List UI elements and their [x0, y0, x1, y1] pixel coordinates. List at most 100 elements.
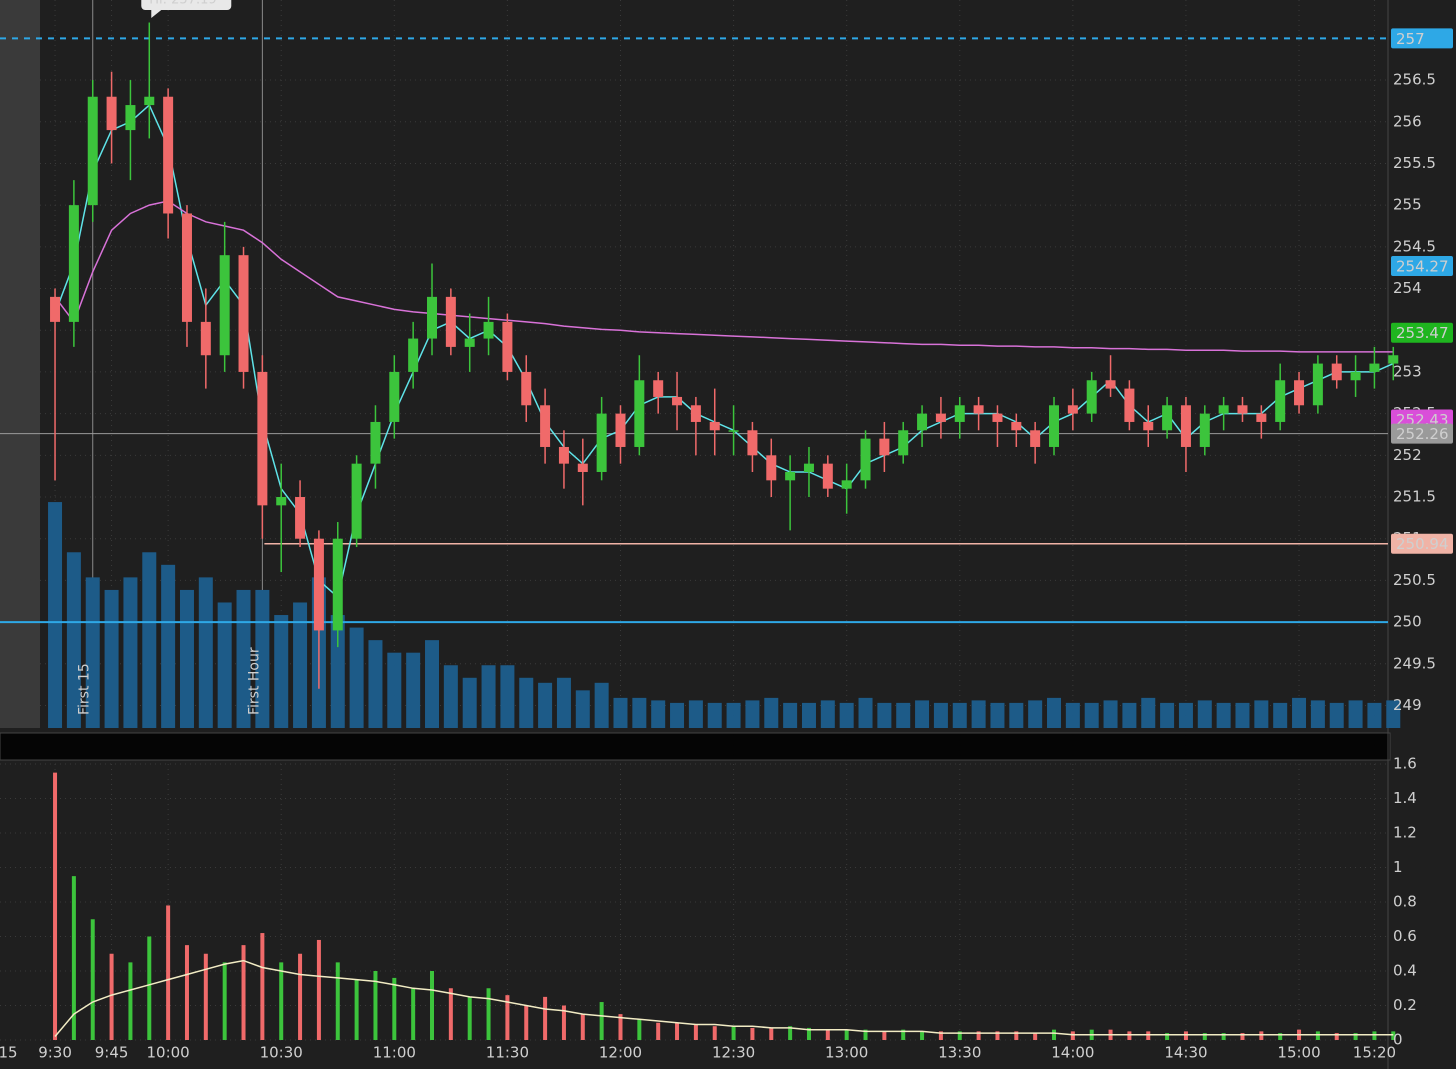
bar [335, 962, 340, 1040]
candle-body [709, 421, 720, 431]
bar [392, 977, 397, 1040]
candle-body [1030, 430, 1041, 447]
volume-bar [1009, 702, 1024, 728]
annotation-label: First Hour [246, 647, 262, 715]
candle-body [87, 96, 98, 206]
candle-body [973, 405, 984, 414]
indicator-line [54, 200, 1394, 353]
y-tick-label: 0.4 [1393, 962, 1417, 980]
volume-bar [462, 677, 477, 728]
y-tick-label: 0 [1393, 1031, 1403, 1049]
candle-body [822, 463, 833, 489]
bar [184, 945, 189, 1040]
bar [524, 1005, 529, 1040]
candle-body [313, 538, 324, 631]
bar [1127, 1031, 1132, 1040]
volume-bar [1235, 702, 1250, 728]
candle-body [954, 405, 965, 422]
candle-body [898, 430, 909, 456]
candle-body [690, 405, 701, 422]
candle-body [728, 430, 739, 432]
bar [561, 1005, 566, 1040]
bar [166, 905, 171, 1040]
indicator-line [54, 959, 1394, 1037]
level-label: 250.94 [1396, 535, 1449, 553]
candle-body [370, 421, 381, 464]
volume-bar [1329, 702, 1344, 728]
volume-bar [217, 602, 232, 728]
volume-bar [726, 702, 741, 728]
bar [1202, 1033, 1207, 1040]
volume-bar [1103, 700, 1118, 728]
bar [505, 995, 510, 1040]
bar [448, 988, 453, 1040]
candle-body [521, 371, 532, 406]
level-box [1391, 533, 1453, 554]
pane-separator [0, 732, 1391, 761]
x-tick-label: 10:30 [260, 1044, 303, 1062]
candle-body [163, 96, 174, 214]
candle-body [1124, 388, 1135, 422]
volume-bar [745, 700, 760, 728]
candle-body [257, 371, 268, 506]
volume-bar [500, 665, 515, 728]
candle-body [747, 430, 758, 456]
bar [222, 962, 227, 1040]
y-tick-label: 250 [1393, 613, 1422, 631]
y-tick-label: 254 [1393, 279, 1422, 297]
candle-body [1218, 405, 1229, 414]
volume-bar [877, 702, 892, 728]
bar [486, 988, 491, 1040]
y-tick-label: 1 [1393, 858, 1403, 876]
bar [1033, 1033, 1038, 1040]
volume-bar [179, 589, 194, 728]
bar [882, 1031, 887, 1040]
candle-body [653, 380, 664, 397]
candle-body [672, 396, 683, 406]
volume-bar [990, 702, 1005, 728]
volume-bar [952, 702, 967, 728]
volume-bar [1160, 702, 1175, 728]
volume-bar [1348, 700, 1363, 728]
y-tick-label: 249.5 [1393, 654, 1436, 672]
candle-body [1388, 355, 1399, 364]
volume-bar [142, 552, 157, 728]
candle-body [1143, 421, 1154, 431]
bar [147, 936, 152, 1040]
candle-body [464, 338, 475, 347]
volume-bar [481, 665, 496, 728]
volume-bar [707, 702, 722, 728]
bar [430, 971, 435, 1040]
candle-body [408, 338, 419, 372]
volume-bar [783, 702, 798, 728]
volume-bar [1065, 702, 1080, 728]
candle-body [181, 213, 192, 322]
bar [1240, 1033, 1245, 1040]
candle-body [1312, 363, 1323, 406]
volume-bar [670, 702, 685, 728]
volume-bar [1386, 700, 1401, 728]
level-label: 252.26 [1396, 425, 1449, 443]
candle-body [427, 296, 438, 339]
bar [1315, 1031, 1320, 1040]
candle-body [785, 471, 796, 481]
y-tick-label: 253 [1393, 362, 1422, 380]
volume-bar [971, 700, 986, 728]
y-tick-label: 255 [1393, 196, 1422, 214]
bar [298, 953, 303, 1040]
candle-body [1237, 405, 1248, 414]
volume-bar [915, 700, 930, 728]
volume-bar [123, 577, 138, 728]
volume-bar [85, 577, 100, 728]
volume-bar [651, 700, 666, 728]
hi-bubble [141, 0, 232, 10]
x-tick-label: 14:00 [1051, 1044, 1094, 1062]
volume-bar [538, 682, 553, 728]
candle-body [634, 380, 645, 447]
bar [1070, 1031, 1075, 1040]
bar [769, 1027, 774, 1040]
candle-body [50, 296, 61, 322]
y-tick-label: 249 [1393, 696, 1422, 714]
volume-bar [1084, 702, 1099, 728]
volume-bar [274, 615, 289, 728]
